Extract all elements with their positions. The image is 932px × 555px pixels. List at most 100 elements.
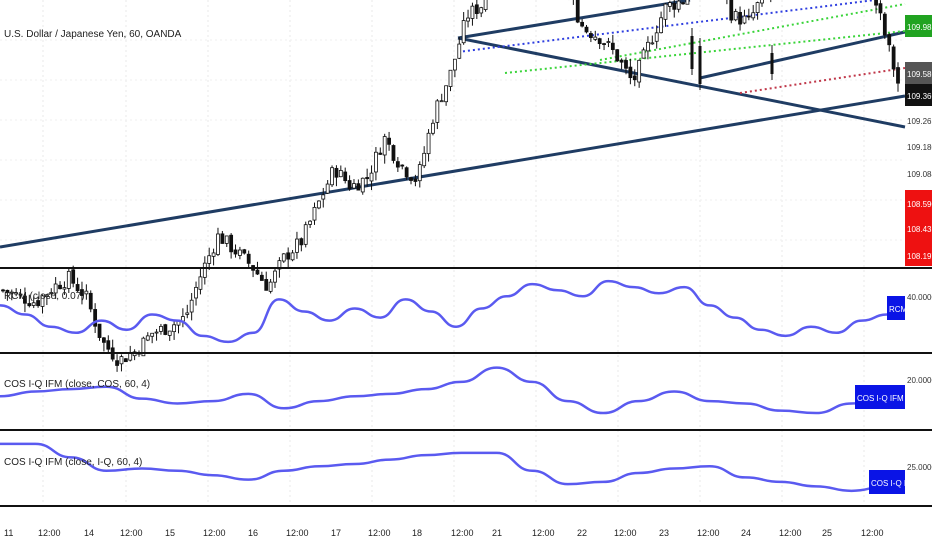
candle-body: [75, 284, 80, 292]
time-tick: 12:00: [861, 528, 884, 538]
candle-body: [264, 279, 269, 291]
indicator-lines: [0, 279, 888, 493]
candle-body: [123, 358, 128, 363]
candle-body: [338, 170, 343, 178]
candle-body: [602, 43, 606, 45]
candle-body: [733, 11, 738, 21]
candle-body: [321, 194, 326, 200]
candle-body: [580, 21, 585, 27]
price-tag-text: 108.431: [907, 225, 932, 234]
panel-label-rcm: RCM (close, 0.07): [4, 291, 85, 302]
candle-body: [49, 292, 54, 294]
candle-body: [31, 302, 36, 306]
time-tick: 12:00: [697, 528, 720, 538]
candle-body: [23, 295, 27, 304]
candle-body: [615, 49, 620, 62]
candle-body: [431, 122, 435, 134]
candle-body: [435, 100, 440, 123]
price-tag-text: 108.590: [907, 200, 932, 209]
green-dotted-line: [599, 3, 906, 61]
candle-body: [738, 11, 742, 25]
candle-body: [106, 340, 111, 350]
time-tick: 14: [84, 528, 94, 538]
candle-body: [444, 85, 449, 103]
candle-body: [597, 38, 602, 45]
candle-body: [470, 5, 475, 19]
candle-body: [382, 136, 387, 156]
candle-body: [356, 183, 361, 191]
candle-body: [154, 331, 159, 334]
candle-body: [483, 0, 488, 10]
candle-body: [474, 4, 479, 14]
panel-label-cos: COS I-Q IFM (close, COS, 60, 4): [4, 379, 150, 390]
candle-body: [760, 0, 764, 4]
candle-body: [88, 292, 93, 310]
candle-body: [391, 145, 396, 161]
candle-body: [374, 151, 378, 173]
candle-body: [347, 180, 352, 190]
candle-body: [259, 274, 264, 281]
candle-body: [404, 167, 409, 178]
time-tick: 12:00: [451, 528, 474, 538]
candle-body: [233, 249, 238, 255]
candle-body: [115, 360, 119, 366]
candle-body: [286, 252, 291, 260]
indicator-tag: [887, 296, 905, 320]
candle-body: [202, 262, 207, 278]
candle-body: [588, 33, 593, 38]
candle-body: [343, 171, 348, 182]
candle-body: [646, 41, 650, 52]
candle-body: [729, 0, 734, 21]
candle-body: [44, 294, 49, 297]
time-tick: 11: [4, 528, 13, 538]
time-tick: 12:00: [38, 528, 61, 538]
candle-body: [878, 3, 883, 14]
candle-body: [685, 0, 690, 5]
pitchfork-top-line: [457, 0, 691, 40]
candle-body: [198, 276, 203, 290]
candle-body: [93, 309, 98, 327]
candle-body: [628, 66, 633, 79]
candle-body: [299, 238, 304, 246]
candle-body: [672, 3, 677, 10]
price-tag-text: 108.197: [907, 252, 932, 261]
candle-body: [80, 289, 84, 296]
candle-body: [246, 253, 251, 264]
time-tick: 12:00: [614, 528, 637, 538]
candle-body: [632, 75, 637, 81]
indicator-tag: [855, 385, 905, 409]
candle-body: [891, 46, 896, 70]
candle-body: [698, 46, 702, 84]
candle-body: [211, 252, 216, 257]
price-tag-black: [905, 84, 932, 106]
candle-body: [207, 255, 212, 264]
candle-body: [273, 270, 277, 283]
candle-body: [663, 3, 668, 20]
candle-body: [229, 234, 234, 253]
candle-body: [584, 26, 589, 33]
candle-body: [1, 289, 5, 292]
candle-body: [466, 17, 470, 22]
candle-body: [141, 337, 146, 357]
candle-body: [334, 167, 339, 178]
candle-body: [163, 324, 168, 335]
candle-body: [290, 252, 295, 261]
time-tick: 24: [741, 528, 751, 538]
candle-body: [18, 293, 23, 296]
candle-body: [887, 34, 892, 46]
candle-body: [742, 15, 747, 24]
candle-body: [238, 249, 242, 256]
indicator-axis-value: 25.0000: [907, 463, 932, 472]
candle-body: [84, 290, 89, 295]
candle-body: [637, 59, 642, 83]
indicator-tag-text: COS I-Q IFM: [871, 479, 918, 488]
candle-body: [330, 167, 334, 186]
candle-body: [395, 161, 400, 168]
candle-body: [452, 58, 457, 71]
time-tick: 18: [412, 528, 422, 538]
candle-body: [676, 0, 681, 10]
time-tick: 25: [822, 528, 832, 538]
price-tag-red-block: [905, 190, 932, 266]
candle-body: [172, 324, 177, 333]
candle-body: [159, 325, 163, 332]
